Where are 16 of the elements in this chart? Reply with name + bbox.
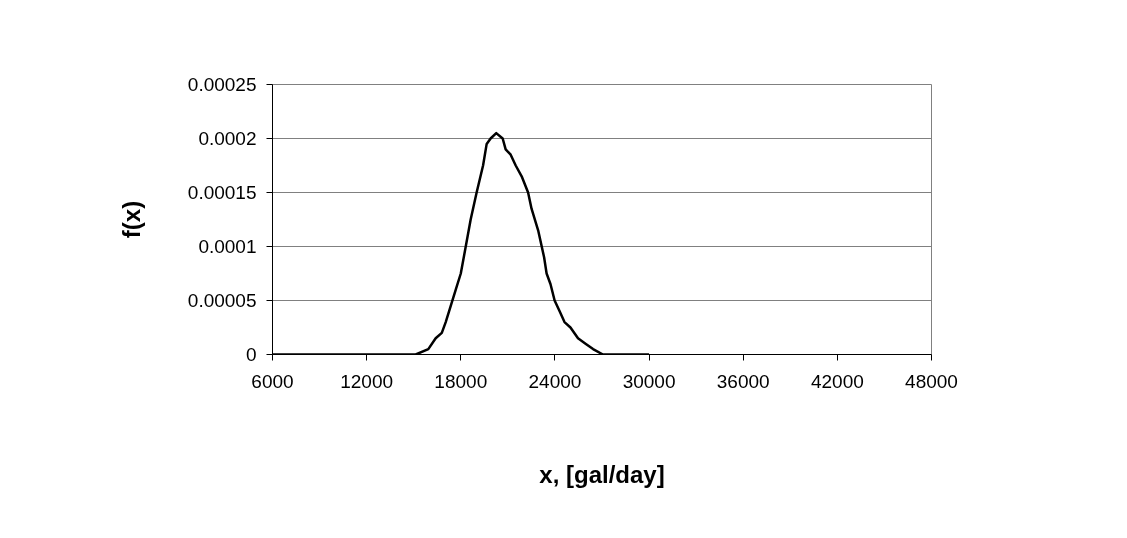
x-tick-label: 48000 bbox=[905, 370, 958, 392]
x-tick-label: 24000 bbox=[528, 370, 582, 392]
y-tick-label: 0.00015 bbox=[187, 182, 257, 203]
y-tick-label: 0.00005 bbox=[187, 290, 257, 311]
x-tick-label: 30000 bbox=[622, 370, 676, 392]
y-tick-label: 0.0001 bbox=[198, 236, 257, 257]
y-tick-label: 0.0002 bbox=[198, 128, 257, 149]
x-tick-label: 36000 bbox=[716, 370, 770, 392]
x-axis-title: x, [gal/day] bbox=[539, 460, 665, 488]
x-tick-label: 12000 bbox=[340, 370, 394, 392]
y-axis-title: f(x) bbox=[117, 200, 145, 239]
x-tick-label: 6000 bbox=[251, 370, 294, 392]
y-tick-label: 0.00025 bbox=[187, 74, 257, 95]
x-tick-label: 42000 bbox=[810, 370, 864, 392]
x-tick-label: 18000 bbox=[434, 370, 488, 392]
y-tick-label: 0 bbox=[245, 344, 257, 365]
